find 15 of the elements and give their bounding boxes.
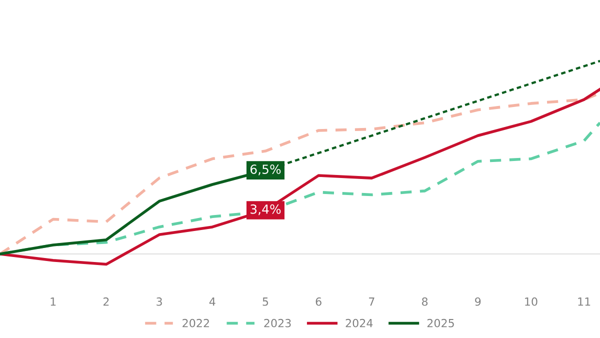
legend-label: 2025 bbox=[427, 318, 454, 328]
x-tick-label: 1 bbox=[50, 298, 56, 306]
x-tick-label: 4 bbox=[209, 298, 216, 306]
x-tick-label: 5 bbox=[262, 298, 268, 306]
legend-label: 2022 bbox=[182, 318, 209, 328]
legend-label: 2023 bbox=[264, 318, 291, 328]
x-tick-label: 7 bbox=[369, 298, 374, 306]
x-tick-label: 10 bbox=[525, 297, 538, 306]
x-tick-label: 3 bbox=[156, 297, 162, 306]
x-tick-label: 8 bbox=[422, 297, 428, 306]
x-tick-label: 11 bbox=[578, 298, 590, 306]
x-tick-label: 6 bbox=[316, 297, 322, 306]
x-tick-label: 2 bbox=[103, 297, 109, 306]
x-tick-label: 9 bbox=[475, 297, 481, 306]
legend-label: 2024 bbox=[346, 318, 373, 328]
